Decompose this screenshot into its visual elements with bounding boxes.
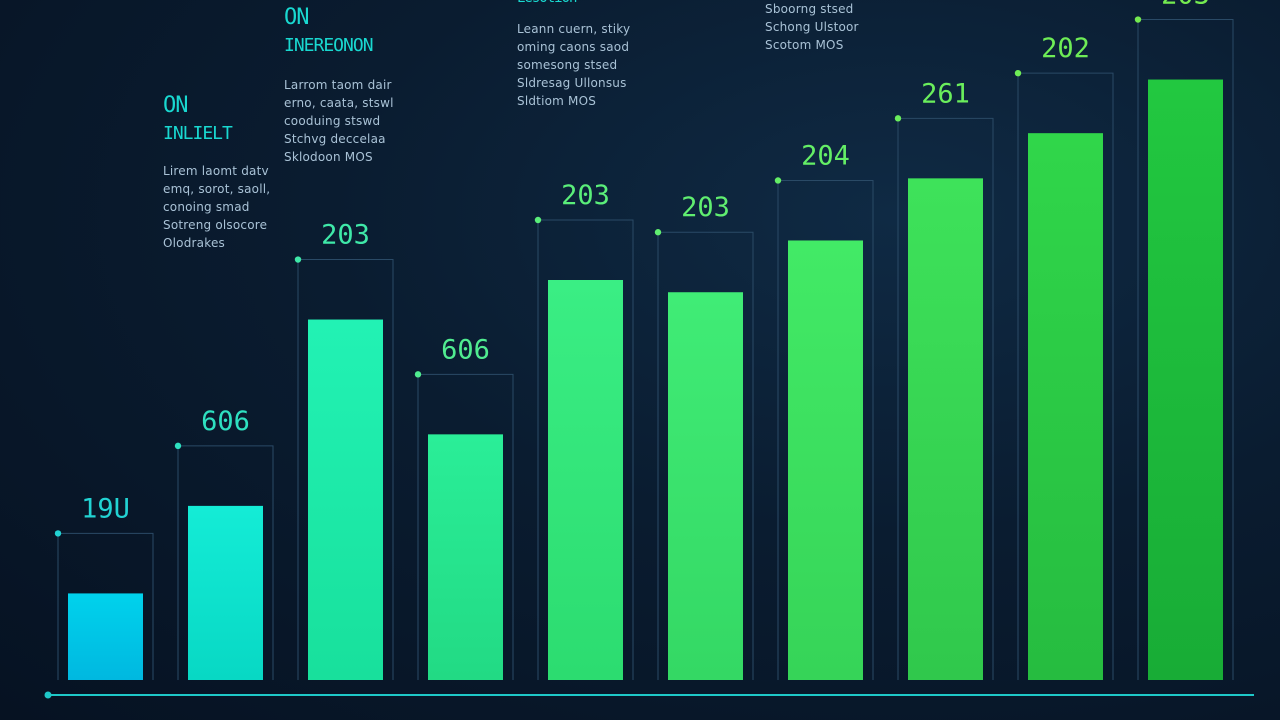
annotation-text-line: Scotom MOS	[765, 38, 844, 52]
bar-frame	[57, 532, 154, 680]
annotation-text-line: somesong stsed	[517, 58, 618, 72]
bar-3	[308, 319, 383, 680]
bar-frame	[657, 231, 754, 680]
bar-frame	[1137, 19, 1234, 680]
annotation-text-line: Olodrakes	[163, 236, 225, 250]
annotation-text-line: Schong Ulstoor	[765, 20, 859, 34]
bar-marker-dot	[894, 115, 902, 122]
bar-value-label: 204	[801, 140, 850, 171]
annotation-block-1: ON INLIELT Lirem laomt datv emq, sorot, …	[163, 92, 293, 252]
annotation-heading-line: INLIELT	[163, 123, 233, 144]
bar-frame	[177, 445, 274, 680]
bar-7	[788, 240, 863, 680]
bar-10	[1148, 79, 1223, 680]
bar-value-label: 203	[321, 220, 370, 251]
bar-marker-dot	[1014, 69, 1022, 77]
annotation-text-line: Lirem laomt datv	[163, 164, 269, 178]
bar-frame	[297, 259, 394, 680]
bar-marker-dot	[414, 371, 422, 378]
bar-marker-dot	[774, 177, 782, 184]
annotation-heading-line: INEREONON	[284, 35, 374, 56]
annotation-text-line: Sboorng stsed	[765, 2, 854, 16]
bar-value-label: 261	[921, 78, 970, 109]
bar-value-label: 203	[1161, 0, 1210, 11]
bar-1	[68, 593, 143, 680]
annotation-heading-line: Lesotion	[517, 0, 657, 8]
annotation-heading-line: ON	[284, 5, 310, 30]
annotation-heading-1: ON INLIELT	[163, 92, 293, 148]
bar-frame	[1017, 72, 1114, 680]
bar-2	[188, 505, 263, 680]
annotation-text-line: Sotreng olsocore	[163, 218, 268, 232]
annotation-text-line: Sldtiom MOS	[517, 94, 597, 108]
bar-value-label: 202	[1041, 33, 1090, 64]
bar-value-label: 203	[681, 192, 730, 223]
annotation-heading-3: Lesotion	[517, 0, 657, 8]
annotation-text-line: Sldresag Ullonsus	[517, 76, 627, 90]
annotation-text-line: Stchvg deccelaa	[284, 132, 386, 146]
bar-9	[1028, 133, 1103, 681]
baseline-start-dot	[44, 691, 52, 699]
annotation-text-line: emq, sorot, saoll,	[163, 182, 271, 196]
annotation-text-line: Sklodoon MOS	[284, 150, 373, 164]
annotation-text-line: erno, caata, stswl	[284, 96, 394, 110]
bar-value-label: 19U	[81, 493, 130, 524]
annotation-text-line: Larrom taom dair	[284, 78, 392, 92]
bar-value-label: 606	[441, 334, 490, 365]
bar-frame	[777, 179, 874, 680]
annotation-heading-line: ON	[163, 93, 189, 118]
bar-5	[548, 280, 623, 680]
bar-value-label: 203	[561, 180, 610, 211]
bar-6	[668, 292, 743, 680]
bar-frame	[897, 117, 994, 680]
bar-marker-dot	[1134, 16, 1142, 23]
bar-frame	[537, 219, 634, 680]
annotation-block-3: Lesotion Leann cuern, stiky oming caons …	[517, 0, 657, 110]
bar-marker-dot	[654, 229, 662, 236]
annotation-text-line: cooduing stswd	[284, 114, 381, 128]
annotation-text-line: conoing smad	[163, 200, 250, 214]
bar-marker-dot	[174, 442, 182, 450]
bar-marker-dot	[534, 216, 542, 224]
annotation-block-4: Sboorng stsed Schong Ulstoor Scotom MOS	[765, 0, 905, 54]
bar-8	[908, 178, 983, 680]
bar-marker-dot	[54, 530, 62, 537]
annotation-text-line: oming caons saod	[517, 40, 630, 54]
annotation-text-line: Leann cuern, stiky	[517, 22, 631, 36]
bar-value-label: 606	[201, 406, 250, 437]
bar-4	[428, 434, 503, 680]
bar-marker-dot	[294, 256, 302, 263]
bars-layer: 19U 606 203 606 203 203 204 261 202 203	[54, 0, 1234, 681]
bar-frame	[417, 373, 514, 680]
annotation-block-2: ON INEREONON Larrom taom dair erno, caat…	[284, 4, 424, 166]
annotation-heading-2: ON INEREONON	[284, 4, 424, 60]
